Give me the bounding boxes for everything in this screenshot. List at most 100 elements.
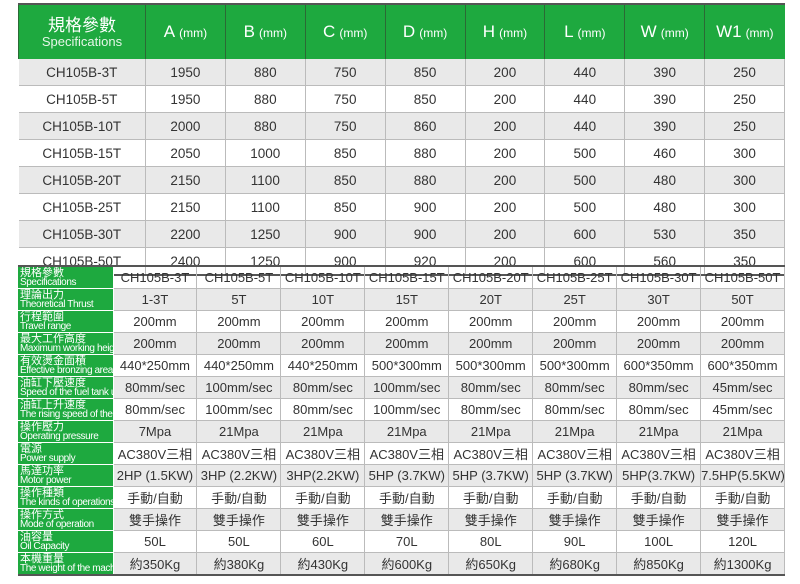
cell-value: 440*250mm [280,354,366,377]
table-row: 操作壓力 Operating pressure 7Mpa 21Mpa 21Mpa 21Mp… [18,420,785,443]
cell-value: 750 [304,85,386,113]
cell-value: 3HP(2.2KW) [280,464,366,487]
cell-model: CH105B-10T [18,112,146,140]
cell-value: 手動/自動 [112,486,198,509]
cell-value: 雙手操作 [364,508,450,531]
column-name: H [482,22,496,41]
cell-value: 440 [544,112,626,140]
row-label-cn: 操作方式 [20,508,64,521]
cell-value: AC380V三相 [112,442,198,465]
cell-value: 21Mpa [700,420,785,443]
row-label: 有效燙金面積 Effective bronzing area [18,354,114,377]
cell-value: 390 [624,59,706,86]
cell-value: 200mm [280,310,366,333]
cell-value: 600 [544,220,626,248]
table-row: CH105B-3T 1950 880 750 850 200 440 390 250 [18,59,785,86]
row-label-cn: 電源 [20,442,42,455]
cell-value: 390 [624,85,706,113]
cell-value: 200 [464,85,546,113]
cell-value: 雙手操作 [448,508,534,531]
cell-value: 200mm [532,332,618,355]
cell-value: 手動/自動 [364,486,450,509]
cell-value: 21Mpa [616,420,702,443]
cell-value: 200 [464,139,546,167]
specifications-table: 規格參數 Specifications CH105B-3T CH105B-5T CH10… [18,265,785,576]
row-label: 規格參數 Specifications [18,265,114,289]
table-row: CH105B-15T 2050 1000 850 880 200 500 460 300 [18,139,785,167]
column-name: B [243,22,255,41]
header-label-en: Specifications [41,33,123,49]
cell-value: 300 [704,139,785,167]
cell-value: AC380V三相 [448,442,534,465]
cell-value: 500*300mm [448,354,534,377]
column-header-w: W (mm) [624,4,705,59]
column-name: W [640,22,657,41]
cell-value: 880 [224,112,306,140]
cell-value: 2000 [145,112,226,140]
row-label-cn: 操作壓力 [20,420,64,433]
cell-model: CH105B-3T [18,59,146,86]
header-label-cn: 規格參數 [48,15,116,35]
cell-value: 200mm [616,332,702,355]
cell-value: 200mm [616,310,702,333]
cell-value: 100mm/sec [364,376,450,399]
cell-value: 80mm/sec [280,398,366,421]
table-row: CH105B-10T 2000 880 750 860 200 440 390 250 [18,112,785,140]
cell-value: 850 [304,166,386,194]
cell-value: 200 [464,59,546,86]
cell-model: CH105B-20T [18,166,146,194]
column-header-h: H (mm) [464,4,545,59]
cell-value: 45mm/sec [700,398,785,421]
cell-value: 100mm/sec [196,398,282,421]
row-label: 行程範圍 Travel range [18,310,114,333]
cell-value: 7.5HP(5.5KW) [700,464,785,487]
column-header-l: L (mm) [544,4,625,59]
column-header-b: B (mm) [224,4,306,59]
column-header-d: D (mm) [384,4,465,59]
cell-value: 1100 [224,193,306,221]
cell-value: 200 [464,193,546,221]
cell-value: 約380Kg [196,552,282,576]
row-label: 油容量 Oil Capacity [18,530,114,553]
row-label-cn: 油容量 [20,530,53,543]
cell-value: AC380V三相 [364,442,450,465]
column-name: L [564,22,574,41]
table-row: 操作種類 The kinds of operations 手動/自動 手動/自動 手動/… [18,486,785,509]
row-label-cn: 行程範圍 [20,310,64,323]
row-label: 理論出力 Theoretical Thrust [18,288,114,311]
cell-value: 80mm/sec [112,376,198,399]
cell-value: 880 [224,85,306,113]
column-unit: (mm) [745,26,774,40]
row-label-en: Motor power [20,474,72,486]
cell-value: 手動/自動 [280,486,366,509]
column-unit: (mm) [258,26,287,40]
cell-value: 100mm/sec [364,398,450,421]
cell-value: 5HP (3.7KW) [364,464,450,487]
cell-value: 250 [704,112,785,140]
column-header-w1: W1 (mm) [704,4,785,59]
cell-value: CH105B-3T [112,265,198,289]
cell-value: 100mm/sec [196,376,282,399]
cell-value: 880 [384,139,466,167]
cell-value: 約1300Kg [700,552,785,576]
column-unit: (mm) [660,26,689,40]
cell-model: CH105B-15T [18,139,146,167]
row-label-cn: 油缸上升速度 [20,398,86,411]
cell-value: 1950 [145,85,226,113]
cell-model: CH105B-5T [18,85,146,113]
cell-value: 300 [704,166,785,194]
cell-value: CH105B-30T [616,265,702,289]
row-label-cn: 馬達功率 [20,464,64,477]
cell-value: 1000 [224,139,306,167]
table-row: 操作方式 Mode of operation 雙手操作 雙手操作 雙手操作 雙手操作 雙手操… [18,508,785,531]
cell-value: 5T [196,288,282,311]
table-row: 理論出力 Theoretical Thrust 1-3T 5T 10T 15T 20T 25T… [18,288,785,311]
row-label-en: Power supply [20,452,76,464]
cell-value: 900 [304,220,386,248]
cell-value: 雙手操作 [280,508,366,531]
cell-value: 750 [304,59,386,86]
cell-value: CH105B-50T [700,265,785,289]
cell-value: 500*300mm [532,354,618,377]
